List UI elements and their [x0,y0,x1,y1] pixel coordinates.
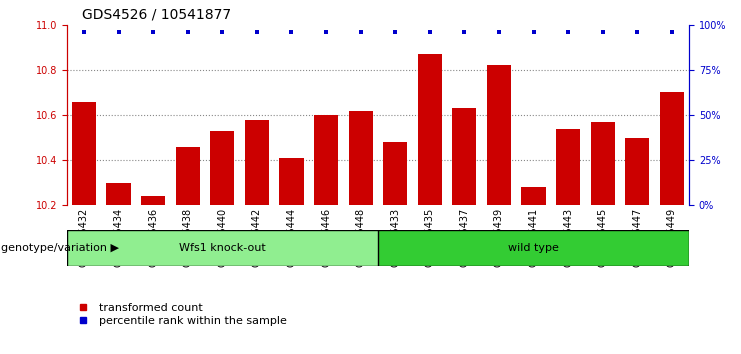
Bar [625,138,649,205]
Bar [279,158,304,205]
Text: genotype/variation ▶: genotype/variation ▶ [1,243,119,253]
Bar [487,65,511,205]
Point [216,29,228,34]
Point [666,29,678,34]
Bar [556,129,580,205]
Point [285,29,297,34]
Point [147,29,159,34]
Point [597,29,608,34]
Bar [452,108,476,205]
Text: GDS4526 / 10541877: GDS4526 / 10541877 [82,7,230,21]
Point [389,29,401,34]
Bar [659,92,684,205]
Bar [591,122,615,205]
Bar [72,102,96,205]
Bar [141,196,165,205]
Bar [378,230,689,266]
Bar [176,147,200,205]
Bar [107,183,130,205]
Point [355,29,367,34]
Point [320,29,332,34]
Bar [522,187,545,205]
Bar [245,120,269,205]
Point [182,29,193,34]
Point [78,29,90,34]
Point [528,29,539,34]
Bar [348,110,373,205]
Point [562,29,574,34]
Bar [314,115,338,205]
Bar [418,54,442,205]
Legend: transformed count, percentile rank within the sample: transformed count, percentile rank withi… [72,303,287,326]
Point [424,29,436,34]
Bar [383,142,408,205]
Text: wild type: wild type [508,243,559,253]
Point [631,29,643,34]
Bar [210,131,234,205]
Point [493,29,505,34]
Text: Wfs1 knock-out: Wfs1 knock-out [179,243,266,253]
Point [251,29,263,34]
Bar [67,230,378,266]
Point [113,29,124,34]
Point [459,29,471,34]
